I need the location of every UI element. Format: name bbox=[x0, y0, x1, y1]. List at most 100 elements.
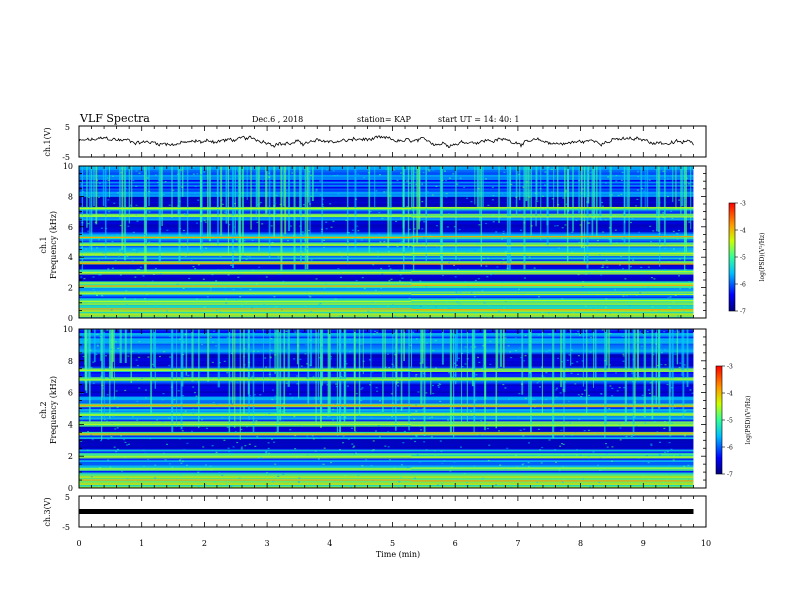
ch1-noise-speckle bbox=[588, 172, 591, 174]
ch1-noise-speckle bbox=[607, 238, 610, 240]
ch1-noise-speckle bbox=[491, 199, 494, 201]
ch1-noise-speckle bbox=[683, 199, 686, 201]
ch2-noise-speckle bbox=[619, 427, 622, 429]
ch1-noise-speckle bbox=[166, 229, 169, 231]
ch1-noise-speckle bbox=[223, 211, 226, 213]
ch2-noise-speckle bbox=[571, 434, 574, 437]
ch2-noise-speckle bbox=[323, 447, 326, 449]
ch2-noise-speckle bbox=[180, 403, 183, 405]
ch2-noise-speckle bbox=[414, 440, 417, 443]
ch1-noise-speckle bbox=[122, 252, 125, 254]
ch1-voltage-axis-label: ch.1(V) bbox=[43, 127, 52, 156]
ch2-noise-speckle bbox=[534, 367, 537, 370]
ch1-noise-speckle bbox=[309, 174, 312, 176]
ch2-noise-speckle bbox=[232, 446, 235, 448]
ch1-noise-speckle bbox=[116, 192, 119, 194]
ch2-noise-speckle bbox=[269, 357, 272, 359]
ch1-noise-speckle bbox=[389, 182, 392, 184]
ch1-noise-speckle bbox=[203, 219, 206, 222]
ch1-impulse-streak bbox=[241, 166, 244, 253]
ch1-noise-speckle bbox=[117, 255, 120, 257]
ch1-noise-speckle bbox=[547, 300, 550, 302]
ch1-spectrum-band bbox=[79, 299, 694, 302]
ch2-noise-speckle bbox=[209, 465, 212, 467]
ch2-noise-speckle bbox=[80, 420, 83, 423]
ch1-noise-speckle bbox=[421, 201, 424, 203]
ch1-noise-speckle bbox=[326, 291, 329, 293]
ch2-spectrum-band bbox=[79, 482, 694, 485]
ch2-impulse-streak bbox=[370, 329, 372, 408]
ch2-noise-speckle bbox=[231, 452, 234, 455]
ch1-impulse-streak bbox=[680, 166, 682, 215]
ch2-noise-speckle bbox=[178, 438, 181, 440]
ch1-noise-speckle bbox=[135, 214, 138, 216]
ch2-noise-speckle bbox=[101, 384, 104, 387]
ch1-noise-speckle bbox=[588, 222, 591, 224]
ch2-noise-speckle bbox=[124, 432, 127, 434]
ch1-noise-speckle bbox=[421, 183, 424, 185]
ch2-noise-speckle bbox=[581, 393, 584, 395]
ch1-noise-speckle bbox=[421, 228, 424, 230]
ch2-noise-speckle bbox=[648, 478, 651, 481]
ch1-noise-speckle bbox=[476, 243, 479, 246]
ch1-ytick-bottom: -5 bbox=[62, 153, 70, 162]
ch1-noise-speckle bbox=[441, 179, 444, 182]
ch2-noise-speckle bbox=[399, 476, 402, 478]
ch1-impulse-streak bbox=[578, 166, 580, 214]
ch2-noise-speckle bbox=[336, 403, 339, 405]
ch2-noise-speckle bbox=[179, 459, 182, 461]
ch1-noise-speckle bbox=[315, 190, 318, 192]
ch2-noise-speckle bbox=[340, 375, 343, 378]
ch1-noise-speckle bbox=[432, 301, 435, 303]
ch1-narrowband-line bbox=[79, 300, 412, 302]
ch2-noise-speckle bbox=[415, 410, 418, 412]
ch2-impulse-streak bbox=[353, 329, 356, 381]
ch2-noise-speckle bbox=[374, 330, 377, 333]
ch1-noise-speckle bbox=[588, 272, 591, 274]
ch1-impulse-streak bbox=[368, 166, 371, 256]
ch1-noise-speckle bbox=[243, 240, 246, 242]
ch2-noise-speckle bbox=[537, 428, 540, 430]
ch2-impulse-streak bbox=[655, 329, 657, 405]
ch1-noise-speckle bbox=[160, 219, 163, 221]
ch1-noise-speckle bbox=[691, 289, 694, 291]
ch1-noise-speckle bbox=[662, 212, 665, 214]
ch1-spectrum-band bbox=[79, 203, 694, 206]
ch2-noise-speckle bbox=[124, 389, 127, 392]
ch2-impulse-streak bbox=[471, 329, 475, 387]
ch1-noise-speckle bbox=[386, 246, 389, 248]
ch1-noise-speckle bbox=[677, 229, 680, 232]
ch1-spectrum-band bbox=[79, 316, 694, 318]
ch2-impulse-streak bbox=[239, 329, 241, 440]
ch2-noise-speckle bbox=[563, 479, 566, 481]
ch2-impulse-streak bbox=[150, 329, 153, 416]
ch1-noise-speckle bbox=[550, 191, 553, 193]
ch1-noise-speckle bbox=[123, 297, 126, 299]
ch1-noise-speckle bbox=[245, 258, 248, 260]
ch2-noise-speckle bbox=[230, 380, 233, 382]
ch1-noise-speckle bbox=[403, 252, 406, 254]
ch1-noise-speckle bbox=[653, 278, 656, 280]
ch1-impulse-streak bbox=[595, 166, 598, 238]
ch1-noise-speckle bbox=[283, 173, 286, 175]
ch2-noise-speckle bbox=[540, 462, 543, 464]
ch1-noise-speckle bbox=[393, 169, 396, 171]
ch2-noise-speckle bbox=[280, 377, 283, 379]
ch2-noise-speckle bbox=[335, 385, 338, 388]
ch1-noise-speckle bbox=[583, 246, 586, 249]
ch2-noise-speckle bbox=[205, 427, 208, 430]
ch1-noise-speckle bbox=[685, 268, 688, 271]
ch1-noise-speckle bbox=[620, 255, 623, 257]
ch1-noise-speckle bbox=[625, 210, 628, 213]
ch2-noise-speckle bbox=[466, 358, 469, 360]
ch1-noise-speckle bbox=[394, 315, 397, 318]
ch1-impulse-streak bbox=[227, 166, 230, 256]
time-xtick-label: 7 bbox=[515, 539, 520, 548]
ch1-impulse-streak bbox=[609, 166, 612, 245]
ch2-impulse-streak bbox=[102, 329, 104, 383]
ch1-noise-speckle bbox=[361, 276, 364, 279]
ch1-noise-speckle bbox=[243, 284, 246, 286]
ch2-impulse-streak bbox=[153, 329, 156, 367]
ch1-noise-speckle bbox=[241, 196, 244, 198]
ch1-spectrum-band bbox=[79, 304, 694, 307]
